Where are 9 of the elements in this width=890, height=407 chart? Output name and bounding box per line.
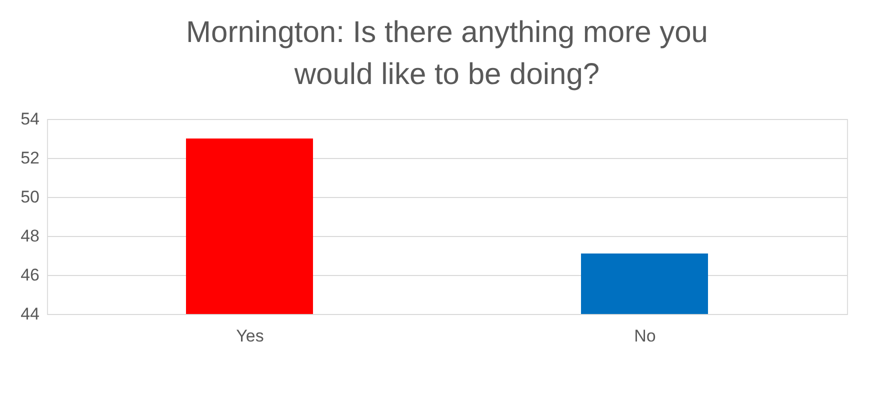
y-tick-label: 50 — [20, 188, 40, 206]
y-tick-label: 52 — [20, 148, 40, 168]
y-tick-label: 54 — [20, 110, 40, 128]
chart-title: Mornington: Is there anything more you would like to be doing? — [186, 16, 708, 91]
y-tick-label: 48 — [20, 226, 40, 246]
x-tick-label: No — [634, 326, 656, 346]
x-tick-label: Yes — [236, 326, 264, 346]
y-tick-label: 46 — [20, 266, 40, 284]
y-tick-label: 44 — [20, 304, 40, 324]
